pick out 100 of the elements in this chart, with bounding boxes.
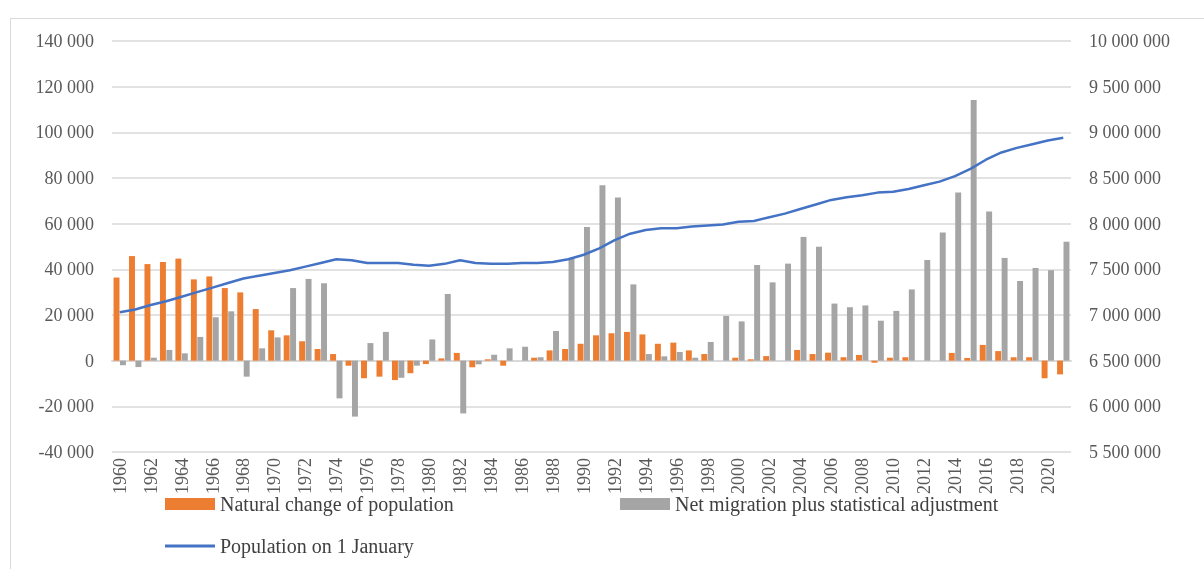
- x-tick-label: 2004: [790, 458, 811, 494]
- y2-tick-label: 9 000 000: [1089, 122, 1161, 143]
- bar: [886, 357, 893, 361]
- bar: [361, 360, 367, 379]
- bar: [754, 265, 761, 361]
- bar: [1010, 357, 1017, 361]
- x-tick-label: 1962: [140, 458, 161, 494]
- bar: [330, 354, 337, 361]
- bar: [948, 352, 955, 361]
- x-tick-label: 1978: [388, 458, 409, 494]
- bar: [500, 360, 507, 366]
- bar: [986, 211, 993, 361]
- bar: [723, 315, 730, 361]
- x-tick-label: 2010: [883, 458, 904, 494]
- bar: [506, 348, 513, 361]
- x-tick-label: 1974: [326, 458, 347, 494]
- bar: [159, 262, 166, 361]
- bar: [856, 354, 862, 361]
- bar: [150, 357, 157, 361]
- x-tick-label: 2018: [1006, 458, 1027, 494]
- y-tick-label: 40 000: [44, 259, 94, 280]
- bar: [469, 360, 476, 368]
- bar: [623, 331, 630, 361]
- bar: [1041, 360, 1048, 379]
- bar: [738, 321, 745, 361]
- x-tick-label: 1972: [295, 458, 316, 494]
- y-tick-label: 100 000: [35, 122, 94, 143]
- bar: [599, 185, 606, 361]
- y2-tick-label: 6 000 000: [1089, 396, 1161, 417]
- bar: [212, 317, 219, 361]
- bar: [252, 309, 259, 361]
- bar: [181, 353, 188, 361]
- y-tick-label: 20 000: [44, 305, 94, 325]
- legend-label: Population on 1 January: [220, 535, 414, 558]
- bar: [460, 360, 467, 414]
- bar: [422, 360, 429, 365]
- y2-tick-label: 8 500 000: [1089, 168, 1161, 188]
- bar: [166, 349, 173, 361]
- x-tick-label: 1982: [450, 458, 471, 494]
- x-tick-label: 1996: [666, 458, 687, 494]
- y2-tick-label: 6 500 000: [1089, 350, 1161, 371]
- bar: [908, 289, 915, 361]
- y2-tick-label: 5 500 000: [1089, 442, 1161, 462]
- bar: [630, 284, 637, 361]
- bar: [1026, 357, 1033, 361]
- bar: [939, 232, 946, 361]
- bar: [763, 356, 770, 361]
- y2-tick-label: 8 000 000: [1089, 213, 1161, 234]
- x-tick-label: 2000: [728, 458, 749, 494]
- bar: [438, 358, 445, 361]
- bar: [1032, 267, 1039, 361]
- bar: [862, 305, 869, 361]
- bar: [391, 360, 398, 381]
- bar: [979, 344, 986, 361]
- x-tick-label: 1968: [233, 458, 254, 494]
- bar: [546, 350, 553, 361]
- bar: [228, 311, 235, 361]
- legend-label: Net migration plus statistical adjustment: [675, 493, 999, 516]
- bar: [553, 330, 560, 361]
- x-tick-label: 2020: [1037, 458, 1058, 494]
- bar: [444, 293, 451, 361]
- bar: [491, 354, 498, 361]
- y-tick-label: 0: [85, 350, 94, 371]
- bar: [382, 331, 389, 361]
- bar: [522, 346, 529, 361]
- x-tick-label: 1988: [542, 458, 563, 494]
- y-tick-label: 140 000: [35, 31, 94, 51]
- bar: [732, 357, 739, 361]
- bar: [970, 99, 977, 361]
- bar: [274, 337, 281, 361]
- bar: [1017, 280, 1024, 361]
- bar: [593, 335, 599, 361]
- y2-tick-label: 7 000 000: [1089, 305, 1161, 325]
- bar: [268, 330, 275, 361]
- y-tick-label: 80 000: [44, 168, 94, 188]
- bar: [955, 192, 962, 361]
- x-tick-label: 1976: [357, 458, 378, 494]
- bar: [701, 354, 708, 361]
- x-tick-label: 2012: [914, 458, 935, 494]
- bar: [654, 343, 661, 361]
- bar: [639, 334, 646, 361]
- x-tick-label: 2002: [759, 458, 780, 494]
- bar: [407, 360, 414, 374]
- bar: [831, 303, 838, 361]
- x-tick-label: 1960: [109, 458, 130, 494]
- bar: [794, 349, 801, 361]
- bar: [144, 264, 151, 361]
- y-tick-label: 60 000: [44, 213, 94, 234]
- bar: [800, 236, 807, 361]
- x-tick-label: 2006: [821, 458, 842, 494]
- bar: [584, 227, 590, 361]
- x-tick-label: 1966: [202, 458, 223, 494]
- x-tick-label: 1992: [604, 458, 625, 494]
- bar: [1048, 270, 1054, 361]
- bar: [877, 320, 884, 361]
- bar: [614, 197, 621, 361]
- bar: [670, 342, 677, 361]
- y2-tick-label: 7 500 000: [1089, 259, 1161, 280]
- bar: [398, 360, 405, 378]
- x-tick-label: 1984: [480, 458, 501, 494]
